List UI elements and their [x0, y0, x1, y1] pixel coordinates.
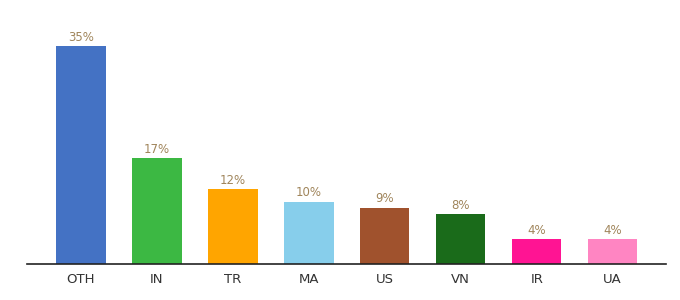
- Text: 35%: 35%: [68, 31, 94, 44]
- Text: 10%: 10%: [296, 186, 322, 199]
- Bar: [436, 214, 486, 264]
- Bar: [56, 46, 105, 264]
- Bar: [132, 158, 182, 264]
- Text: 8%: 8%: [452, 199, 470, 212]
- Bar: [588, 239, 637, 264]
- Bar: [284, 202, 333, 264]
- Text: 4%: 4%: [603, 224, 622, 237]
- Text: 9%: 9%: [375, 193, 394, 206]
- Bar: [360, 208, 409, 264]
- Text: 12%: 12%: [220, 174, 246, 187]
- Bar: [512, 239, 562, 264]
- Bar: [208, 189, 258, 264]
- Text: 17%: 17%: [144, 143, 170, 156]
- Text: 4%: 4%: [528, 224, 546, 237]
